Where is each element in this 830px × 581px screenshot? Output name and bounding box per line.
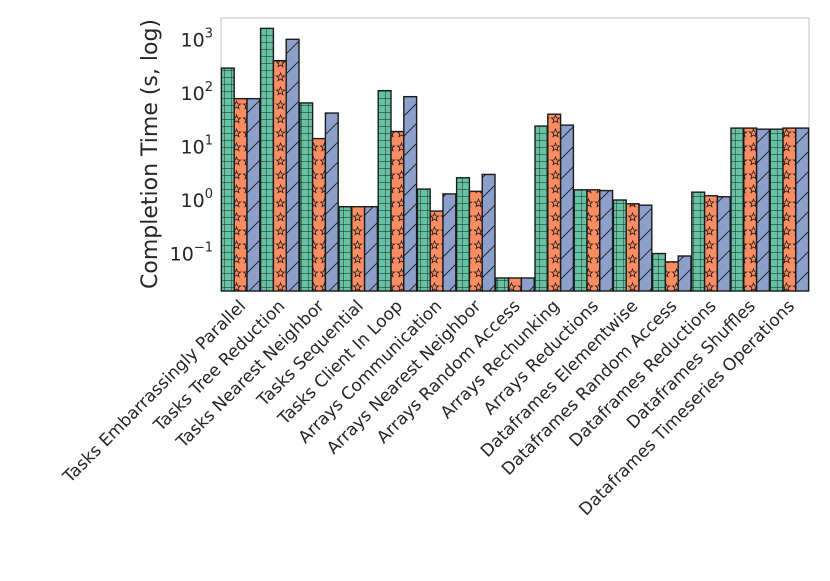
- y-tick-label: 100: [181, 187, 213, 212]
- bar-series-2-dataframes-shuffles: [743, 127, 758, 292]
- bar-series-1-dataframes-timeseries-operations: [769, 128, 784, 292]
- bar-series-1-arrays-reductions: [573, 189, 588, 292]
- bar-series-1-tasks-nearest-neighbor: [299, 102, 314, 292]
- bar-series-3-arrays-rechunking: [559, 124, 575, 292]
- bar-series-1-tasks-sequential: [338, 205, 353, 292]
- y-tick-label: 101: [181, 133, 213, 158]
- bar-series-2-dataframes-random-access: [664, 261, 679, 292]
- bar-series-2-dataframes-reductions: [703, 195, 719, 292]
- bar-series-3-dataframes-random-access: [677, 255, 692, 292]
- bar-series-1-arrays-communication: [416, 188, 431, 292]
- bar-series-2-arrays-nearest-neighbor: [468, 190, 483, 292]
- bar-series-2-arrays-reductions: [586, 189, 601, 292]
- bar-series-1-arrays-random-access: [495, 277, 510, 292]
- bar-series-3-arrays-nearest-neighbor: [481, 173, 496, 292]
- bar-series-2-arrays-rechunking: [547, 113, 562, 292]
- bar-series-2-arrays-communication: [429, 210, 444, 292]
- bar-series-3-tasks-client-in-loop: [403, 95, 418, 292]
- bar-series-1-dataframes-elementwise: [612, 199, 627, 292]
- bar-series-3-dataframes-reductions: [716, 196, 731, 292]
- y-axis-ticks: 10−1 100 101 102 103: [170, 26, 213, 265]
- bar-series-2-tasks-tree-reduction: [272, 59, 287, 292]
- y-tick-label: 102: [181, 80, 213, 105]
- bar-series-1-tasks-tree-reduction: [259, 27, 275, 292]
- bar-series-2-arrays-random-access: [507, 277, 523, 292]
- bar-series-3-tasks-nearest-neighbor: [324, 112, 339, 292]
- bar-series-1-tasks-embarrassingly-parallel: [220, 67, 235, 292]
- y-axis-label: Completion Time (s, log): [138, 19, 163, 289]
- bar-series-2-tasks-client-in-loop: [390, 130, 405, 292]
- bar-series-3-tasks-embarrassingly-parallel: [246, 97, 261, 292]
- bar-series-3-arrays-communication: [442, 193, 457, 292]
- bar-series-3-arrays-random-access: [520, 277, 535, 292]
- bar-series-1-arrays-nearest-neighbor: [455, 177, 471, 292]
- bar-series-1-tasks-client-in-loop: [377, 89, 392, 292]
- bar-series-3-tasks-tree-reduction: [285, 38, 300, 292]
- bar-series-2-tasks-nearest-neighbor: [311, 137, 327, 292]
- bar-series-1-dataframes-random-access: [651, 252, 667, 292]
- bar-series-2-dataframes-elementwise: [625, 203, 640, 292]
- y-tick-label: 103: [181, 26, 213, 51]
- bar-series-3-arrays-reductions: [599, 189, 614, 292]
- bar-series-3-tasks-sequential: [363, 205, 379, 292]
- y-tick-label: 10−1: [170, 241, 213, 266]
- bar-series-1-arrays-rechunking: [534, 125, 549, 292]
- bar-series-2-dataframes-timeseries-operations: [782, 127, 797, 292]
- bar-series-1-dataframes-shuffles: [730, 127, 745, 292]
- bars-layer: [220, 27, 810, 292]
- bar-series-2-tasks-sequential: [351, 205, 366, 292]
- bar-series-2-tasks-embarrassingly-parallel: [233, 97, 248, 292]
- bar-series-3-dataframes-shuffles: [755, 128, 771, 292]
- bar-series-3-dataframes-timeseries-operations: [795, 127, 810, 292]
- bar-series-1-dataframes-reductions: [691, 191, 706, 292]
- bar-series-3-dataframes-elementwise: [638, 204, 653, 292]
